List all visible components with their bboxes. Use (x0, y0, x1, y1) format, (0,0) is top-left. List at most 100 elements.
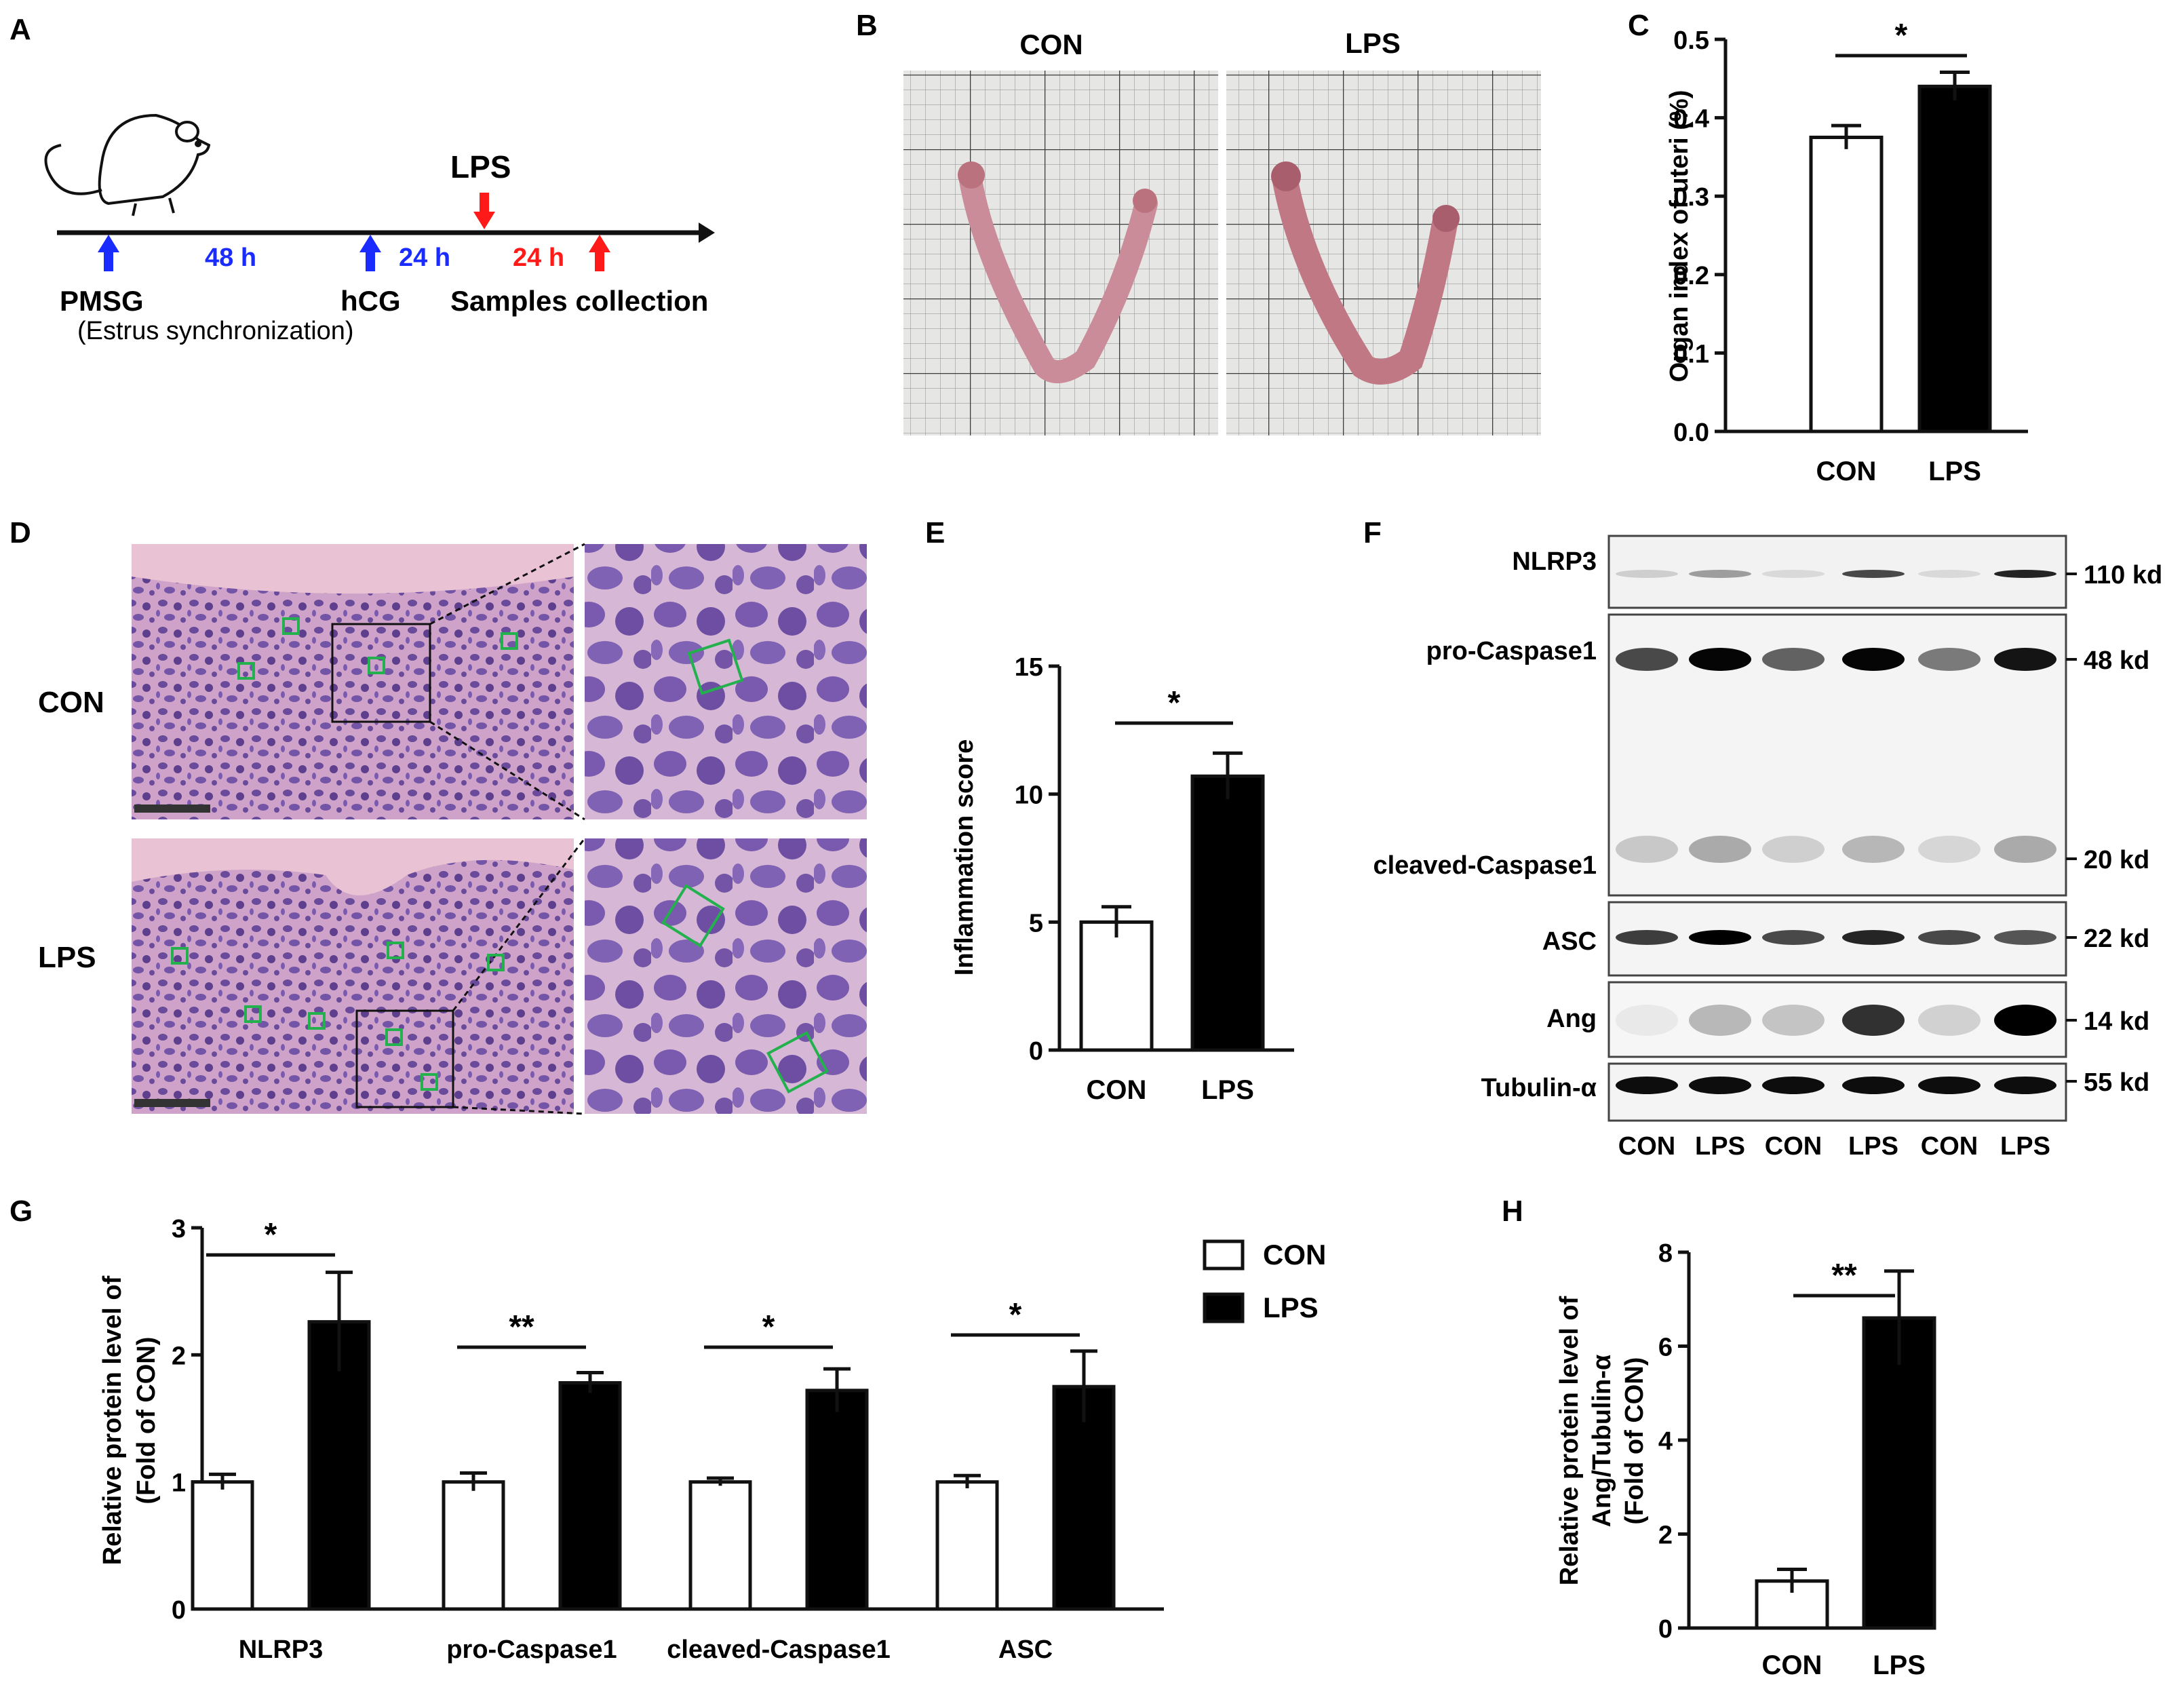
band-ang (1762, 1005, 1825, 1036)
weight-14kd: 14 kd (2084, 1007, 2149, 1036)
lane-label-6: LPS (2000, 1132, 2050, 1161)
panel-label-g: G (9, 1195, 33, 1228)
y-tick-label: 0 (1029, 1037, 1043, 1066)
panel-label-a: A (9, 13, 31, 46)
ovary-con-right (1133, 189, 1157, 213)
panel-f-western-blot: NLRP3 pro-Caspase1 cleaved-Caspase1 ASC … (1373, 535, 2162, 1161)
y-tick-label: 0.0 (1673, 419, 1709, 447)
x-tick-label: NLRP3 (239, 1635, 324, 1664)
band-pro-caspase1 (1762, 648, 1825, 671)
y-tick-label: 0 (1658, 1615, 1673, 1644)
weight-110kd: 110 kd (2084, 561, 2162, 589)
panel-label-f: F (1363, 516, 1382, 549)
y-tick-label: 0.4 (1673, 105, 1709, 134)
bar-con-3 (935, 1480, 999, 1611)
band-cleaved-caspase1 (1994, 836, 2056, 863)
band-label-pro-caspase1: pro-Caspase1 (1426, 637, 1597, 665)
legend: CON LPS (1203, 1239, 1326, 1323)
lane-labels: CON LPS CON LPS CON LPS (1618, 1132, 2050, 1161)
blue-up-arrow-icon (359, 235, 381, 271)
significance-mark: * (1168, 685, 1181, 721)
band-tubulin (1842, 1077, 1905, 1094)
x-tick-label: LPS (1928, 457, 1981, 486)
blot-nlrp3 (1607, 535, 2067, 609)
weight-20kd: 20 kd (2084, 846, 2149, 874)
blot-bands (1616, 570, 2056, 1094)
epithelium-con (132, 544, 574, 594)
y-tick-label: 0 (172, 1596, 186, 1625)
chart-e-inflammation-score: 0 5 10 15 CON LPS * Inflammation score (950, 653, 1294, 1105)
y-tick-label: 0.5 (1673, 26, 1709, 55)
band-tubulin (1689, 1077, 1751, 1094)
band-nlrp3 (1994, 570, 2056, 578)
ovary-lps-right (1432, 205, 1460, 232)
zoom-region-lps (355, 1009, 454, 1108)
histology-con-zoom (585, 544, 867, 819)
hcg-label: hCG (340, 285, 401, 317)
bar-con-1 (442, 1480, 505, 1611)
bar-con (1809, 136, 1884, 433)
ovary-con-left (958, 161, 985, 189)
band-tubulin (1616, 1077, 1678, 1094)
band-pro-caspase1 (1994, 648, 2056, 671)
bar-lps (1917, 84, 1992, 433)
green-marker-boxes (171, 617, 829, 1093)
y-axis-title-line1: Relative protein level of (98, 1275, 127, 1565)
y-tick-label: 10 (1015, 781, 1043, 810)
panel-label-h: H (1502, 1195, 1523, 1228)
band-nlrp3 (1842, 570, 1905, 578)
histology-label-lps: LPS (38, 941, 96, 974)
band-ang (1994, 1005, 2056, 1036)
y-axis-title-line2: (Fold of CON) (132, 1337, 161, 1505)
band-cleaved-caspase1 (1616, 836, 1678, 863)
x-tick-label: LPS (1873, 1650, 1926, 1680)
y-tick-label: 0.2 (1673, 262, 1709, 290)
band-label-ang: Ang (1546, 1005, 1597, 1033)
x-tick-label: CON (1087, 1075, 1147, 1105)
band-label-asc: ASC (1542, 927, 1597, 956)
significance-mark: * (1895, 18, 1908, 54)
legend-swatch-con (1203, 1239, 1245, 1271)
bar-lps (1862, 1316, 1936, 1630)
bar-lps-3 (1052, 1384, 1116, 1611)
significance-mark: * (265, 1217, 277, 1253)
lane-label-5: CON (1921, 1132, 1978, 1161)
histology-label-con: CON (38, 686, 104, 719)
band-asc (1616, 930, 1678, 945)
band-nlrp3 (1689, 570, 1751, 578)
band-pro-caspase1 (1616, 648, 1678, 671)
panel-label-d: D (9, 516, 31, 549)
band-nlrp3 (1762, 570, 1825, 578)
significance-mark: ** (509, 1309, 534, 1345)
bar-con (1079, 920, 1154, 1052)
x-tick-label: CON (1816, 457, 1877, 486)
blot-asc (1607, 901, 2067, 977)
red-up-arrow-icon (589, 235, 610, 271)
blot-caspase1 (1607, 613, 2067, 897)
band-label-nlrp3: NLRP3 (1512, 547, 1597, 576)
uterus-lps (1272, 165, 1458, 385)
band-tubulin (1994, 1077, 2056, 1094)
band-cleaved-caspase1 (1762, 836, 1825, 863)
y-axis-title-line3: (Fold of CON) (1620, 1357, 1649, 1525)
x-tick-label: pro-Caspase1 (446, 1635, 617, 1664)
mouse-icon (44, 113, 211, 216)
y-axis-title-line2: Ang/Tubulin-α (1588, 1355, 1616, 1528)
band-nlrp3 (1918, 570, 1981, 578)
uterus-con (958, 165, 1158, 383)
scale-bar-lps (134, 1099, 210, 1107)
chart-h-ang-tubulin: 0 2 4 6 8 CON LPS ** Relative protein level of An… (1555, 1239, 1936, 1680)
pmsg-label: PMSG (60, 285, 144, 317)
band-tubulin (1918, 1077, 1981, 1094)
band-pro-caspase1 (1918, 648, 1981, 671)
weight-labels: 110 kd 48 kd 20 kd 22 kd 14 kd 55 kd (2084, 561, 2162, 1097)
panel-label-b: B (856, 9, 878, 42)
y-tick-label: 2 (172, 1342, 186, 1370)
y-tick-label: 6 (1658, 1334, 1673, 1362)
weight-ticks (2066, 573, 2077, 1083)
red-down-arrow-icon (473, 193, 495, 229)
estrus-label: (Estrus synchronization) (77, 317, 354, 345)
lane-label-4: LPS (1848, 1132, 1898, 1161)
y-axis-title-line1: Relative protein level of (1555, 1296, 1584, 1585)
y-tick-label: 8 (1658, 1239, 1673, 1268)
